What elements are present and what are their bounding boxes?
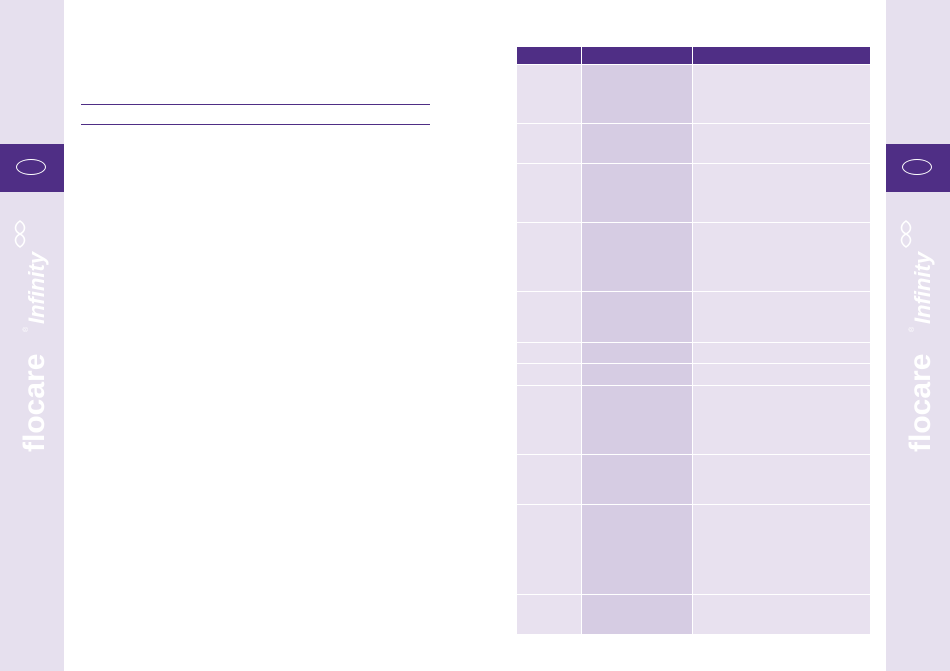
left-sidebar: flocare ® Infinity <box>0 0 64 671</box>
brand-suffix-text: Infinity <box>910 250 935 324</box>
infinity-icon <box>14 220 26 248</box>
brand-name-text: flocare <box>18 354 51 452</box>
table-cell <box>582 595 693 635</box>
table-cell <box>582 223 693 292</box>
table-cell <box>693 455 870 505</box>
table-cell <box>693 595 870 635</box>
table-cell <box>517 292 582 343</box>
table-cell <box>517 164 582 223</box>
table-cell <box>517 505 582 595</box>
brand-logo: flocare ® Infinity <box>890 210 946 455</box>
table-cell <box>582 292 693 343</box>
table-cell <box>582 343 693 364</box>
table-cell <box>693 292 870 343</box>
registered-mark: ® <box>22 326 30 332</box>
bottom-rule <box>81 124 430 125</box>
infinity-icon <box>900 220 912 248</box>
table-cell <box>582 124 693 164</box>
table-cell <box>517 455 582 505</box>
table-cell <box>517 65 582 124</box>
chapter-number-oval <box>16 159 46 175</box>
table-header-cell <box>582 47 693 65</box>
table-cell <box>693 65 870 124</box>
table-header-cell <box>517 47 582 65</box>
table-cell <box>693 223 870 292</box>
table-cell <box>582 164 693 223</box>
table-cell <box>517 364 582 386</box>
registered-mark: ® <box>908 326 916 332</box>
brand-suffix-text: Infinity <box>24 250 49 324</box>
chapter-tab <box>0 144 64 192</box>
table-cell <box>582 505 693 595</box>
table-cell <box>582 65 693 124</box>
chapter-tab <box>886 144 950 192</box>
table-cell <box>582 386 693 455</box>
table-cell <box>517 223 582 292</box>
data-table <box>517 47 870 635</box>
table-cell <box>582 364 693 386</box>
table-cell <box>693 164 870 223</box>
table-cell <box>693 386 870 455</box>
table-cell <box>693 505 870 595</box>
table-cell <box>517 386 582 455</box>
brand-name-text: flocare <box>904 354 937 452</box>
table-cell <box>517 595 582 635</box>
table-cell <box>693 343 870 364</box>
table-cell <box>517 343 582 364</box>
table-cell <box>517 124 582 164</box>
table-cell <box>582 455 693 505</box>
chapter-number-oval <box>902 159 932 175</box>
top-rule <box>81 104 430 105</box>
brand-logo: flocare ® Infinity <box>4 210 60 455</box>
table-cell <box>693 124 870 164</box>
table-header-cell <box>693 47 870 65</box>
table-cell <box>693 364 870 386</box>
right-sidebar: flocare ® Infinity <box>886 0 950 671</box>
